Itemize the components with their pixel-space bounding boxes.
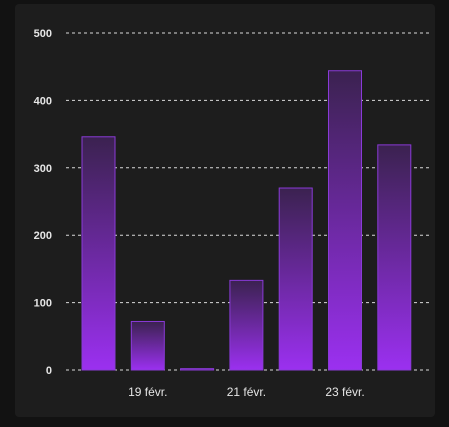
x-tick-label: 23 févr. [325, 385, 364, 399]
bar-2[interactable] [130, 320, 165, 371]
y-tick-label: 300 [34, 163, 52, 175]
bar-4[interactable] [229, 279, 264, 371]
y-tick-label: 400 [34, 95, 52, 107]
x-axis-ticks: 19 févr. 21 févr. 23 févr. [128, 385, 365, 399]
bar-7[interactable] [377, 144, 412, 371]
x-tick-label: 21 févr. [227, 385, 266, 399]
x-tick-label: 19 févr. [128, 385, 167, 399]
bar-5[interactable] [278, 187, 313, 371]
y-tick-label: 200 [34, 230, 52, 242]
y-axis-ticks: 0 100 200 300 400 500 [34, 28, 52, 377]
y-tick-label: 500 [34, 28, 52, 40]
bar-1[interactable] [81, 136, 116, 371]
y-tick-label: 100 [34, 298, 52, 310]
y-tick-label: 0 [46, 365, 52, 377]
bar-6[interactable] [328, 70, 362, 371]
bars [81, 70, 412, 371]
bar-3[interactable] [180, 368, 215, 371]
